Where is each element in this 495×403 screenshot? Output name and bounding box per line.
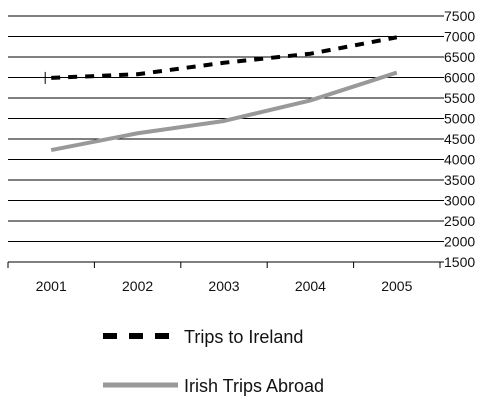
- y-tick-label: 6000: [444, 70, 475, 86]
- x-tick-label: 2001: [36, 278, 67, 294]
- y-tick-label: 3500: [444, 172, 475, 188]
- y-tick-label: 7000: [444, 29, 475, 45]
- y-tick-label: 5500: [444, 90, 475, 106]
- x-tick-label: 2002: [122, 278, 153, 294]
- y-tick-label: 2500: [444, 213, 475, 229]
- legend: Trips to Ireland Irish Trips Abroad: [103, 327, 324, 396]
- y-tick-label: 2000: [444, 234, 475, 250]
- y-tick-label: 4500: [444, 131, 475, 147]
- x-tick-label: 2003: [208, 278, 239, 294]
- axes: [7, 71, 441, 268]
- y-tick-label: 3000: [444, 193, 475, 209]
- x-tick-label: 2004: [295, 278, 326, 294]
- legend-label: Irish Trips Abroad: [184, 376, 324, 396]
- series-line-trips-to-ireland: [51, 35, 398, 80]
- y-tick-label: 4000: [444, 152, 475, 168]
- series-line-irish-trips-abroad: [50, 70, 398, 153]
- gridlines: [8, 15, 444, 263]
- y-tick-label: 5000: [444, 111, 475, 127]
- y-tick-label: 6500: [444, 49, 475, 65]
- series-lines: [50, 35, 398, 153]
- y-tick-label: 7500: [444, 8, 475, 24]
- x-axis-ticks: 2001 2002 2003 2004 2005: [36, 278, 413, 294]
- y-tick-label: 1500: [444, 254, 475, 270]
- x-tick-label: 2005: [381, 278, 412, 294]
- y-axis-ticks: 1500 2000 2500 3000 3500 4000 4500 5000 5500 6000…: [444, 8, 475, 270]
- legend-label: Trips to Ireland: [184, 327, 303, 347]
